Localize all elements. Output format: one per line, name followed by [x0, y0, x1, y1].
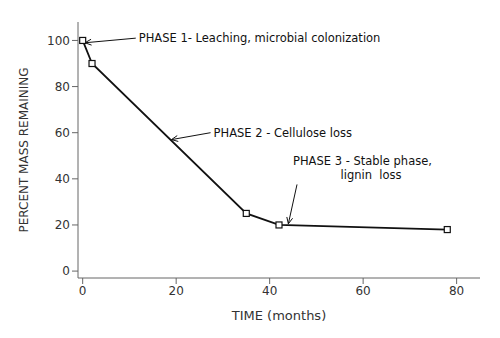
svg-text:80: 80 [449, 284, 464, 298]
svg-text:20: 20 [55, 218, 70, 232]
svg-text:60: 60 [55, 126, 70, 140]
svg-text:PHASE 3 - Stable phase,: PHASE 3 - Stable phase, lignin loss [293, 154, 432, 182]
svg-text:100: 100 [47, 34, 70, 48]
svg-text:PHASE 1- Leaching, microbial c: PHASE 1- Leaching, microbial colonizatio… [139, 31, 381, 45]
svg-text:40: 40 [55, 172, 70, 186]
svg-text:0: 0 [79, 284, 87, 298]
svg-text:PHASE 2 - Cellulose loss: PHASE 2 - Cellulose loss [214, 126, 352, 140]
svg-text:TIME (months): TIME (months) [231, 308, 326, 323]
svg-text:40: 40 [262, 284, 277, 298]
svg-text:20: 20 [169, 284, 184, 298]
svg-text:PERCENT MASS REMAINING: PERCENT MASS REMAINING [17, 67, 31, 232]
svg-text:80: 80 [55, 80, 70, 94]
svg-text:60: 60 [355, 284, 370, 298]
svg-text:0: 0 [62, 264, 70, 278]
